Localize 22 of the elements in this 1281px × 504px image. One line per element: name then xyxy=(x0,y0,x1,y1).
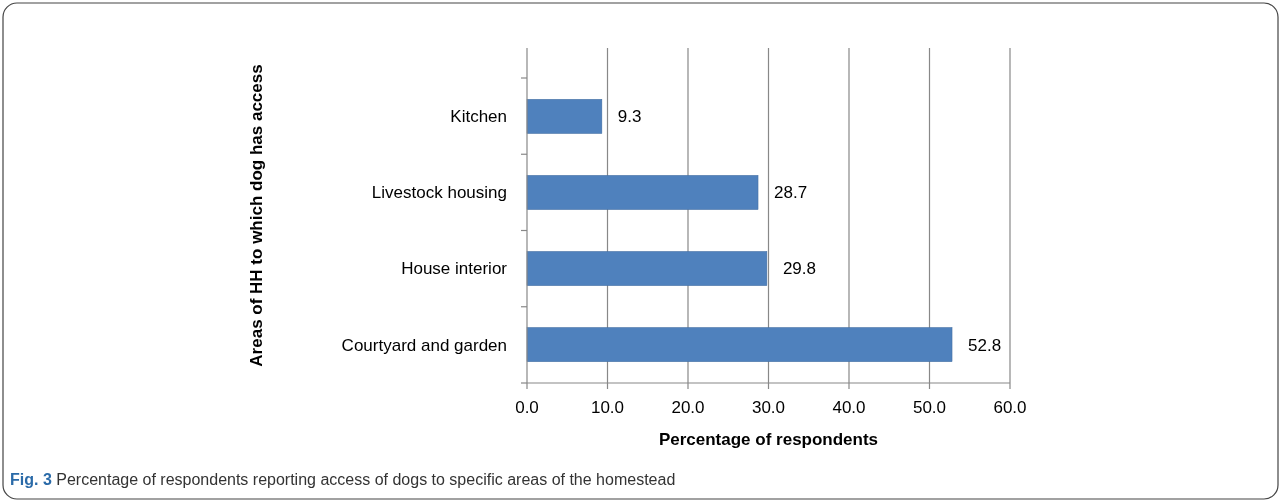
bar xyxy=(526,99,603,134)
x-tick-label: 0.0 xyxy=(515,398,539,417)
caption: Fig. 3 Percentage of respondents reporting access of dogs to specific areas of the homestead xyxy=(10,471,676,488)
data-label: 29.8 xyxy=(782,259,816,279)
y-tick-label: House interior xyxy=(401,259,508,279)
bar xyxy=(526,175,759,210)
x-tick-label: 50.0 xyxy=(912,398,947,417)
data-label: 9.3 xyxy=(617,107,642,127)
data-label: 28.7 xyxy=(774,183,808,203)
x-axis-title: Percentage of respondents xyxy=(658,430,879,449)
y-tick-label: Livestock housing xyxy=(371,183,507,203)
x-tick-label: 60.0 xyxy=(993,398,1027,417)
bar xyxy=(526,251,768,286)
data-label: 52.8 xyxy=(968,335,1002,355)
x-tick-label: 20.0 xyxy=(671,398,705,417)
x-tick-label: 10.0 xyxy=(590,398,625,417)
bar xyxy=(526,327,953,362)
y-tick-label: Kitchen xyxy=(450,107,507,127)
x-tick-label: 30.0 xyxy=(751,398,786,417)
y-tick-label: Courtyard and garden xyxy=(341,335,507,355)
x-tick-label: 40.0 xyxy=(832,398,866,417)
y-axis-title: Areas of HH to which dog has access xyxy=(247,64,266,367)
